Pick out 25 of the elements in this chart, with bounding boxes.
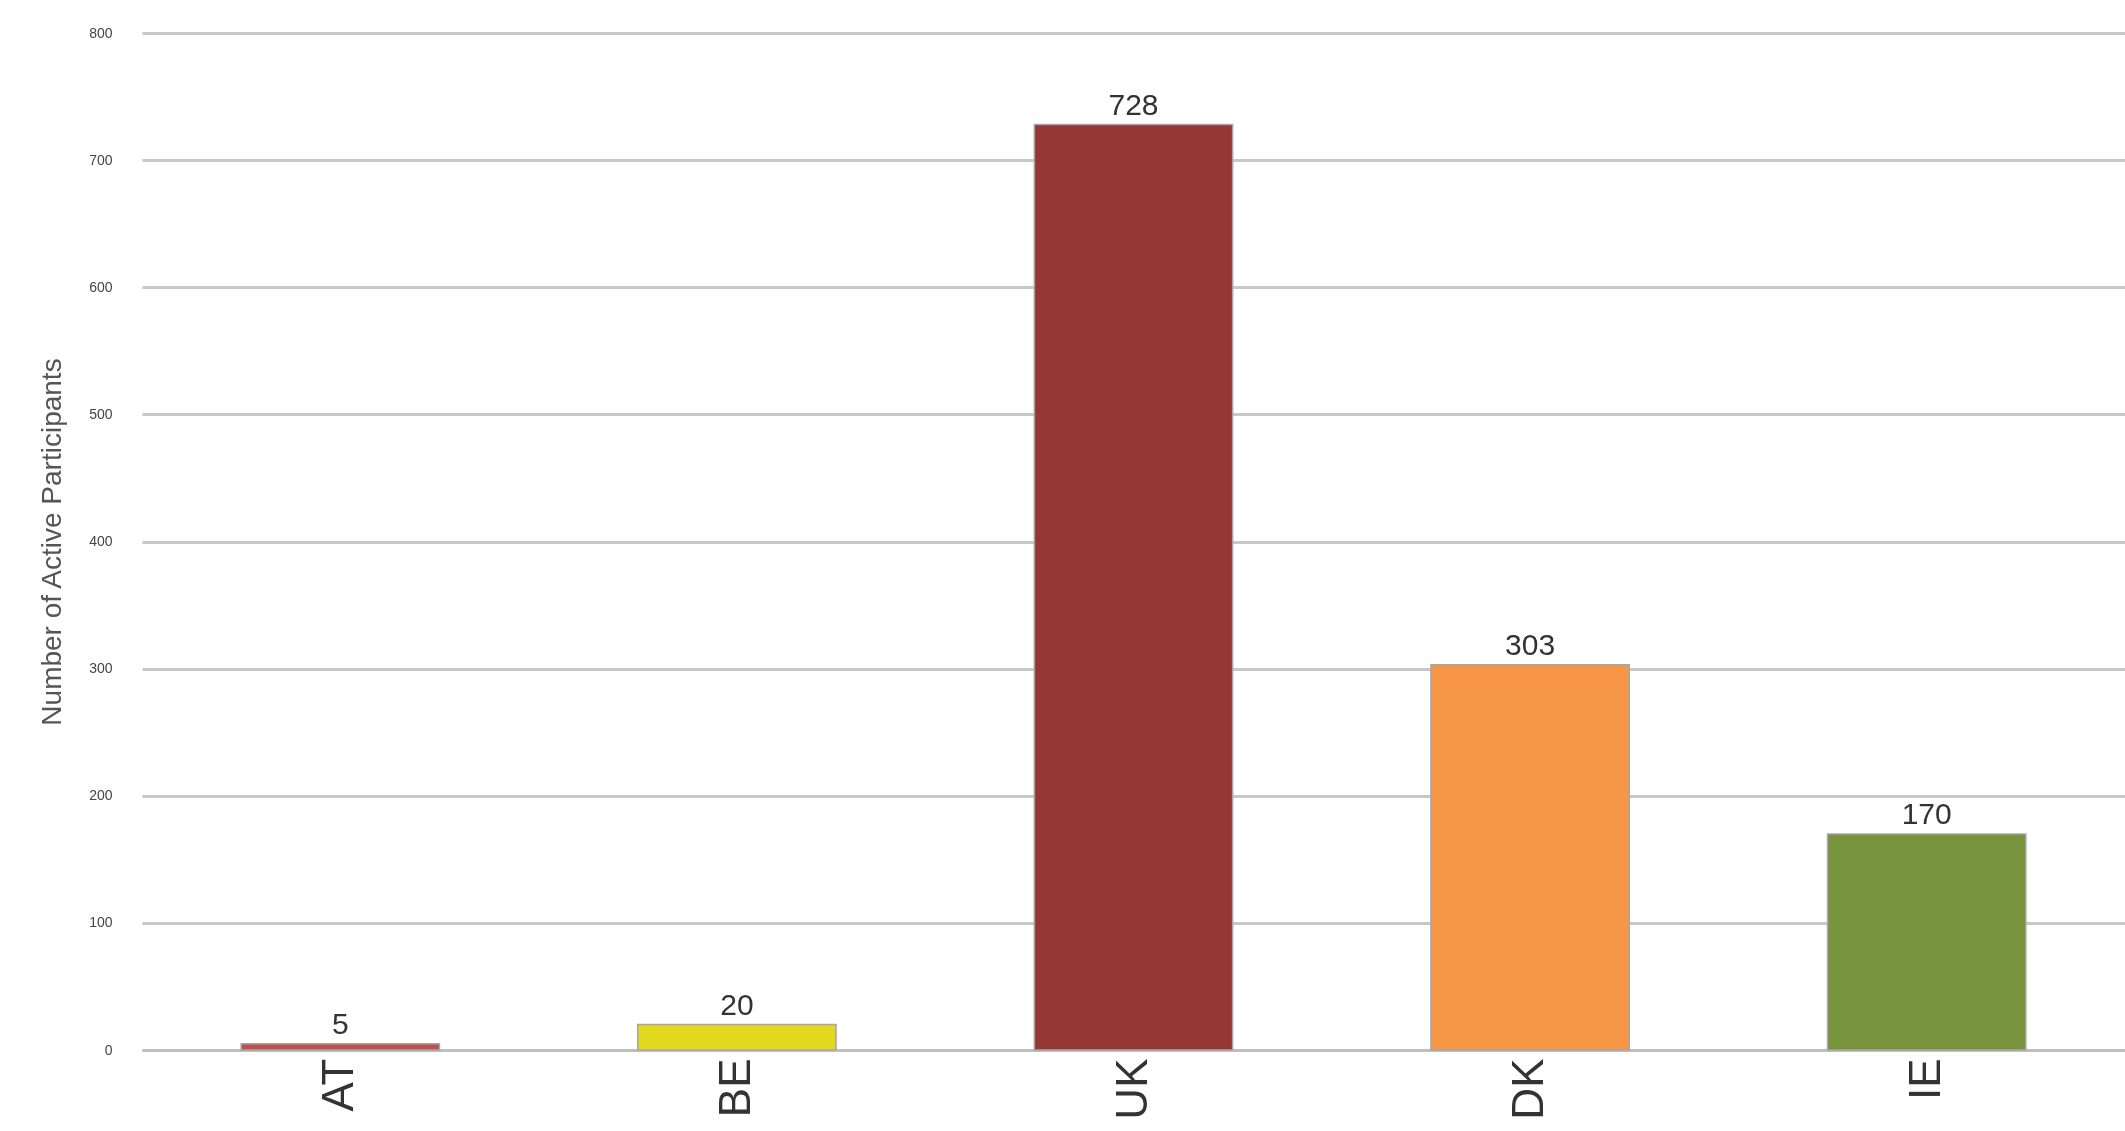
y-axis-title: Number of Active Participants (36, 358, 68, 726)
y-tick-label: 800 (89, 24, 113, 41)
data-label: 170 (1901, 796, 1952, 830)
y-tick-label: 0 (104, 1041, 113, 1058)
x-tick-label: IE (1899, 1058, 1949, 1101)
y-tick-label: 300 (89, 660, 113, 677)
data-label: 303 (1505, 627, 1556, 661)
x-tick-label: AT (313, 1058, 363, 1112)
y-tick-label: 400 (89, 533, 113, 549)
bar (637, 1023, 837, 1051)
x-tick-label: BE (709, 1058, 759, 1118)
y-tick-label: 200 (89, 787, 113, 804)
bar (240, 1042, 441, 1051)
y-tick-label: 700 (89, 151, 113, 168)
x-tick-label: UK (1106, 1058, 1156, 1120)
bar (1826, 833, 2027, 1051)
y-tick-label: 500 (89, 405, 113, 422)
y-tick-label: 100 (89, 914, 113, 931)
bar (1033, 123, 1234, 1051)
y-tick-label: 600 (89, 278, 113, 295)
data-label: 728 (1108, 87, 1159, 121)
data-label: 20 (720, 987, 754, 1021)
bar (1430, 664, 1630, 1051)
x-tick-label: DK (1503, 1058, 1553, 1120)
data-label: 5 (331, 1006, 349, 1040)
